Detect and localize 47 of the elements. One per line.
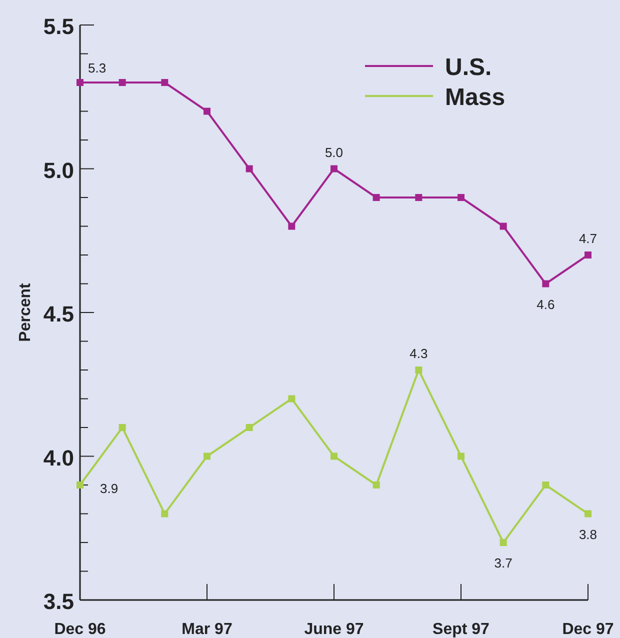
x-tick-label: Sept 97	[432, 621, 490, 638]
point	[76, 482, 84, 488]
text: 5.0	[43, 158, 74, 183]
point	[415, 366, 422, 374]
y-axis-title: Percent	[17, 282, 34, 342]
point	[584, 510, 592, 518]
point	[458, 452, 464, 460]
point	[542, 482, 550, 488]
legend-label: U.S.	[445, 54, 492, 81]
x-tick-label: Dec 96	[54, 621, 106, 638]
data-label: 4.7	[578, 231, 598, 246]
point	[330, 452, 338, 460]
point	[161, 510, 168, 518]
point	[500, 539, 507, 546]
point	[415, 194, 422, 201]
point	[246, 424, 253, 431]
text: 4.0	[43, 445, 74, 470]
x-tick-label: June 97	[304, 621, 364, 638]
y-tick-label: 4.5	[43, 302, 74, 326]
legend-label: Mass	[445, 84, 506, 111]
x-tick-label: Dec 97	[562, 621, 614, 638]
point	[118, 79, 126, 86]
y-tick-label: 3.5	[43, 589, 74, 614]
point	[118, 424, 126, 431]
point	[204, 108, 210, 115]
data-label: 3.9	[100, 481, 118, 496]
data-label: 5.3	[88, 60, 106, 76]
point	[372, 482, 380, 488]
data-label: 3.7	[494, 556, 512, 570]
point	[246, 165, 253, 172]
data-label: 3.8	[578, 526, 598, 542]
data-label: 4.6	[536, 296, 555, 312]
point	[458, 194, 464, 201]
x-tick-label: Mar 97	[182, 621, 232, 638]
point	[330, 165, 338, 172]
point	[542, 280, 550, 288]
point	[584, 252, 592, 258]
data-label: 4.3	[410, 346, 428, 361]
point	[76, 79, 84, 86]
data-label: 5.0	[324, 144, 344, 160]
point	[288, 222, 296, 230]
y-tick-label: 5.5	[43, 14, 74, 39]
point	[372, 194, 380, 201]
point	[204, 452, 210, 460]
point	[161, 79, 168, 86]
point	[500, 222, 507, 230]
point	[288, 395, 296, 402]
